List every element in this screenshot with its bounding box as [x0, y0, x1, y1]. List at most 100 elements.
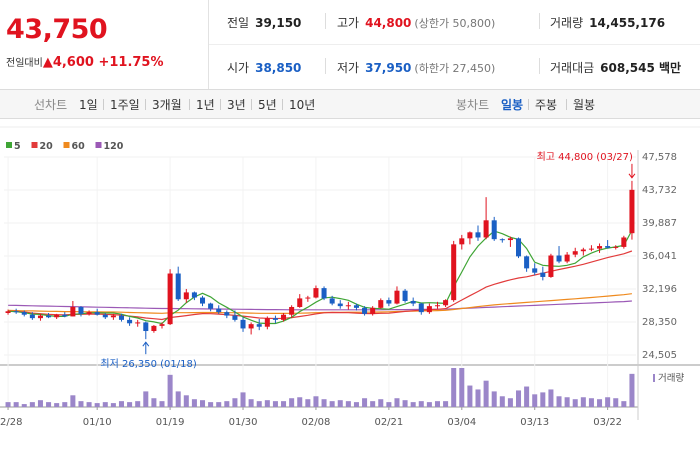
candle-body — [418, 303, 424, 313]
quote-summary: 43,750 전일대비▲4,600 +11.75% 전일 39,150 고가 44,… — [0, 0, 700, 90]
candle-body — [264, 318, 270, 327]
volume-bar — [329, 401, 335, 407]
change-percent: +11.75% — [98, 55, 164, 70]
low-arrow-head — [142, 341, 150, 347]
candle-body — [191, 292, 197, 298]
candle-body — [159, 324, 165, 326]
volume-bar — [605, 397, 611, 407]
divider — [539, 58, 540, 74]
line-period-1y[interactable]: 1년 — [196, 98, 215, 112]
ma-line-ma120 — [8, 300, 632, 311]
stat-low: 저가 37,950 (하한가 27,450) — [337, 61, 496, 75]
candle-body — [110, 315, 116, 318]
candle-body — [564, 254, 570, 262]
volume-bar — [580, 397, 586, 407]
candle-body — [459, 238, 465, 245]
volume-bar — [524, 386, 530, 407]
period-toolbar: 선차트 1일 1주일 3개월 1년 3년 5년 10년 봉차트 일봉 주봉 월봉 — [0, 90, 700, 119]
divider — [189, 99, 190, 110]
candle-body — [127, 319, 133, 324]
candle-body — [200, 297, 206, 304]
candle-body — [597, 246, 603, 249]
candle-body — [297, 298, 303, 307]
line-period-1w[interactable]: 1주일 — [110, 98, 140, 112]
change-label: 전일대비 — [6, 58, 43, 69]
divider — [251, 99, 252, 110]
candle-body — [289, 306, 295, 315]
candle-body — [370, 307, 376, 314]
volume-bar — [483, 380, 489, 407]
candle-body — [532, 268, 538, 273]
volume-bar — [5, 402, 11, 407]
x-tick-label: 02/21 — [374, 417, 403, 428]
volume-bar — [588, 398, 594, 407]
candle-body — [540, 272, 546, 277]
volume-bar — [21, 404, 27, 407]
candle-body — [5, 311, 11, 313]
candle-body — [621, 237, 627, 247]
legend-swatch — [63, 142, 70, 148]
price-panel: 43,750 전일대비▲4,600 +11.75% — [0, 0, 209, 89]
stat-volume: 거래량 14,455,176 — [550, 16, 666, 30]
y-tick-label: 24,505 — [642, 350, 677, 361]
candle-body — [451, 244, 457, 301]
divider — [220, 99, 221, 110]
volume-bar — [118, 401, 124, 407]
candle-body — [491, 220, 497, 240]
candle-body — [143, 322, 149, 332]
candle-body — [475, 232, 481, 238]
candle-period-daily[interactable]: 일봉 — [501, 98, 524, 112]
candle-body — [556, 255, 562, 262]
candle-body — [507, 238, 513, 241]
candle-body — [21, 312, 27, 315]
stat-row: 전일 39,150 고가 44,800 (상한가 50,800) 거래량 14,455,… — [209, 0, 700, 45]
price-change: 전일대비▲4,600 +11.75% — [6, 54, 164, 70]
volume-bar — [321, 399, 327, 407]
candle-body — [499, 239, 505, 241]
low-annotation: 최저 26,350 (01/18) — [100, 358, 196, 370]
line-period-5y[interactable]: 5년 — [258, 98, 277, 112]
volume-bar — [167, 374, 173, 407]
stat-row: 시가 38,850 저가 37,950 (하한가 27,450) 거래대금 608,54… — [209, 45, 700, 89]
volume-bar — [402, 400, 408, 407]
volume-bar — [281, 401, 287, 407]
candle-body — [629, 189, 635, 234]
volume-bar — [532, 394, 538, 407]
volume-bar — [70, 395, 76, 407]
candle-body — [118, 315, 124, 320]
candle-body — [256, 324, 262, 327]
volume-bar — [499, 396, 505, 407]
volume-bar — [62, 402, 68, 407]
volume-bar — [200, 400, 206, 407]
candle-body — [102, 314, 108, 318]
high-annotation: 최고 44,800 (03/27) — [537, 151, 633, 163]
candle-body — [588, 248, 594, 250]
line-period-1d[interactable]: 1일 — [79, 98, 98, 112]
candle-body — [402, 290, 408, 301]
x-tick-label: 03/04 — [447, 417, 476, 428]
line-period-3y[interactable]: 3년 — [227, 98, 246, 112]
candle-body — [378, 300, 384, 308]
line-chart-label: 선차트 — [34, 98, 68, 112]
divider — [103, 99, 104, 110]
candle-body — [70, 306, 76, 317]
volume-bar — [37, 400, 43, 407]
candle-body — [272, 318, 278, 320]
candle-body — [240, 319, 246, 329]
volume-bar — [86, 402, 92, 407]
candle-body — [467, 232, 473, 239]
candle-body — [54, 314, 60, 318]
volume-bar — [621, 401, 627, 407]
candle-chart-label: 봉차트 — [456, 98, 490, 112]
line-period-10y[interactable]: 10년 — [289, 98, 316, 112]
volume-bar — [443, 401, 449, 407]
line-period-3m[interactable]: 3개월 — [152, 98, 182, 112]
volume-bar — [451, 368, 457, 407]
volume-bar — [467, 385, 473, 407]
candle-period-monthly[interactable]: 월봉 — [573, 98, 596, 112]
candle-body — [151, 325, 157, 332]
x-tick-label: 01/30 — [229, 417, 258, 428]
volume-bar — [46, 402, 52, 407]
ma-line-ma60 — [8, 293, 632, 314]
candle-period-weekly[interactable]: 주봉 — [535, 98, 558, 112]
